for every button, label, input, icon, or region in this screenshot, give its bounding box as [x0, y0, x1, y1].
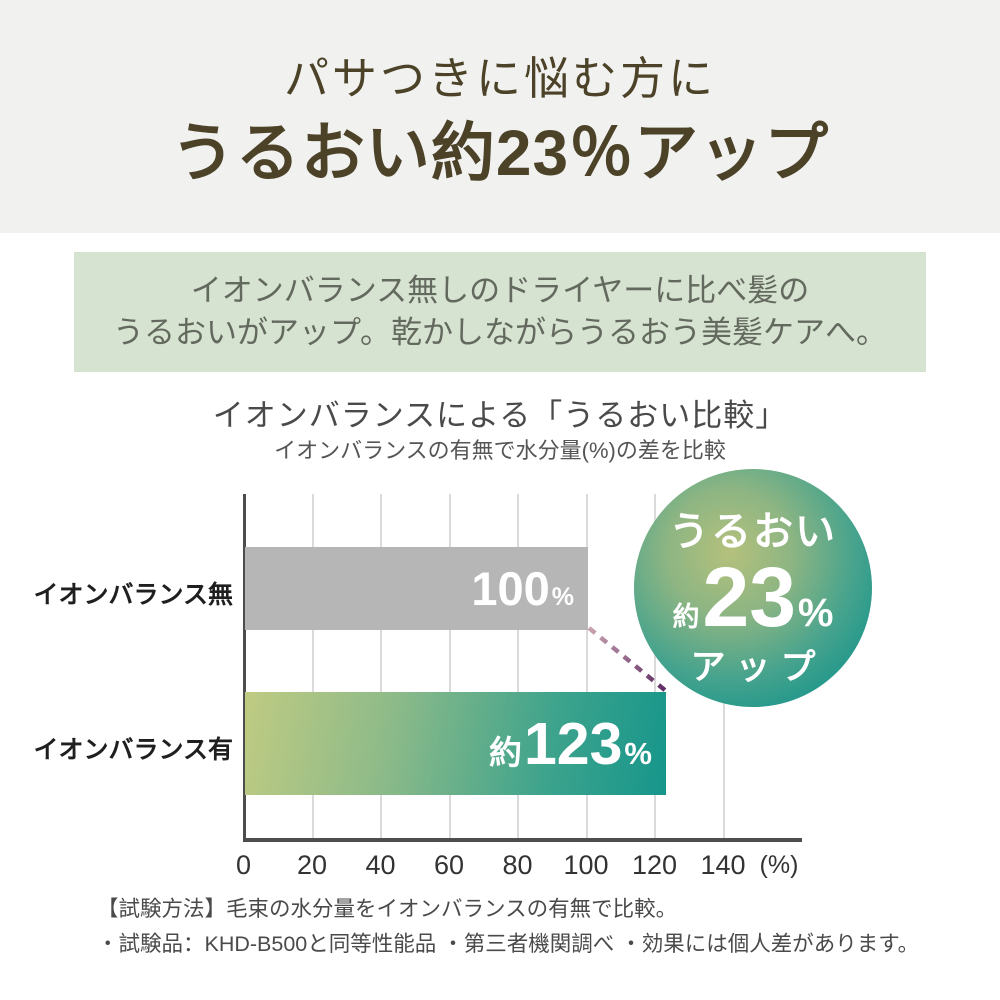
description-line1: イオンバランス無しのドライヤーに比べ髪の: [190, 273, 810, 308]
bar-value-unit: %: [551, 583, 574, 611]
page-title-line1: パサつきに悩む方に: [283, 53, 716, 104]
gridline-120: [654, 494, 656, 838]
badge-value-number: 23: [702, 550, 796, 644]
badge-value: 約 23 %: [672, 553, 833, 641]
bar-no-ion: 100 %: [245, 547, 588, 630]
category-label-ion: イオンバランス有: [33, 736, 233, 764]
description-line2: うるおいがアップ。乾かしながらうるおう美髪ケアへ。: [112, 315, 888, 350]
gridline-100: [585, 494, 588, 838]
moisture-up-badge: うるおい 約 23 % アップ: [634, 469, 872, 707]
description-box: イオンバランス無しのドライヤーに比べ髪の うるおいがアップ。乾かしながらうるおう…: [74, 252, 926, 372]
x-axis-unit-label: (%): [759, 851, 799, 879]
bar-ion: 約 123 %: [245, 692, 666, 795]
category-label-no-ion: イオンバランス無: [33, 581, 233, 609]
x-tick-label-20: 20: [296, 850, 328, 880]
x-axis: [243, 838, 802, 842]
y-axis: [243, 494, 246, 842]
gridline-40: [380, 494, 382, 838]
bar-value-no-ion: 100 %: [471, 561, 574, 616]
bar-value-number: 123: [523, 710, 623, 777]
chart-subtitle: イオンバランスの有無で水分量(%)の差を比較: [274, 438, 726, 463]
badge-top-label: うるおい: [669, 510, 837, 554]
x-tick-label-80: 80: [502, 850, 533, 880]
badge-value-unit: %: [797, 591, 834, 635]
x-tick-label-0: 0: [235, 850, 252, 880]
x-tick-label-60: 60: [433, 850, 465, 880]
bar-value-unit: %: [624, 735, 652, 771]
gridline-80: [517, 494, 519, 838]
x-tick-label-40: 40: [365, 850, 396, 880]
page-title-line2: うるおい約23％アップ: [170, 117, 830, 189]
footnote-line1: 【試験方法】毛束の水分量をイオンバランスの有無で比較。: [97, 897, 678, 921]
top-band: [0, 0, 1000, 233]
badge-bottom-label: アップ: [690, 648, 826, 688]
footnotes: 【試験方法】毛束の水分量をイオンバランスの有無で比較。 ・試験品：KHD-B50…: [97, 892, 919, 962]
bar-value-prefix: 約: [488, 733, 522, 771]
footnote-line2: ・試験品：KHD-B500と同等性能品 ・第三者機関調べ ・効果には個人差があり…: [97, 932, 920, 956]
gridline-20: [311, 494, 314, 838]
bar-value-ion: 約 123 %: [489, 710, 652, 778]
x-tick-label-140: 140: [700, 850, 746, 880]
x-tick-label-120: 120: [631, 850, 678, 880]
bar-value-number: 100: [471, 562, 550, 615]
badge-value-prefix: 約: [672, 602, 700, 632]
gridline-60: [448, 494, 451, 838]
chart-title: イオンバランスによる「うるおい比較」: [212, 398, 788, 433]
x-tick-label-100: 100: [563, 850, 609, 880]
